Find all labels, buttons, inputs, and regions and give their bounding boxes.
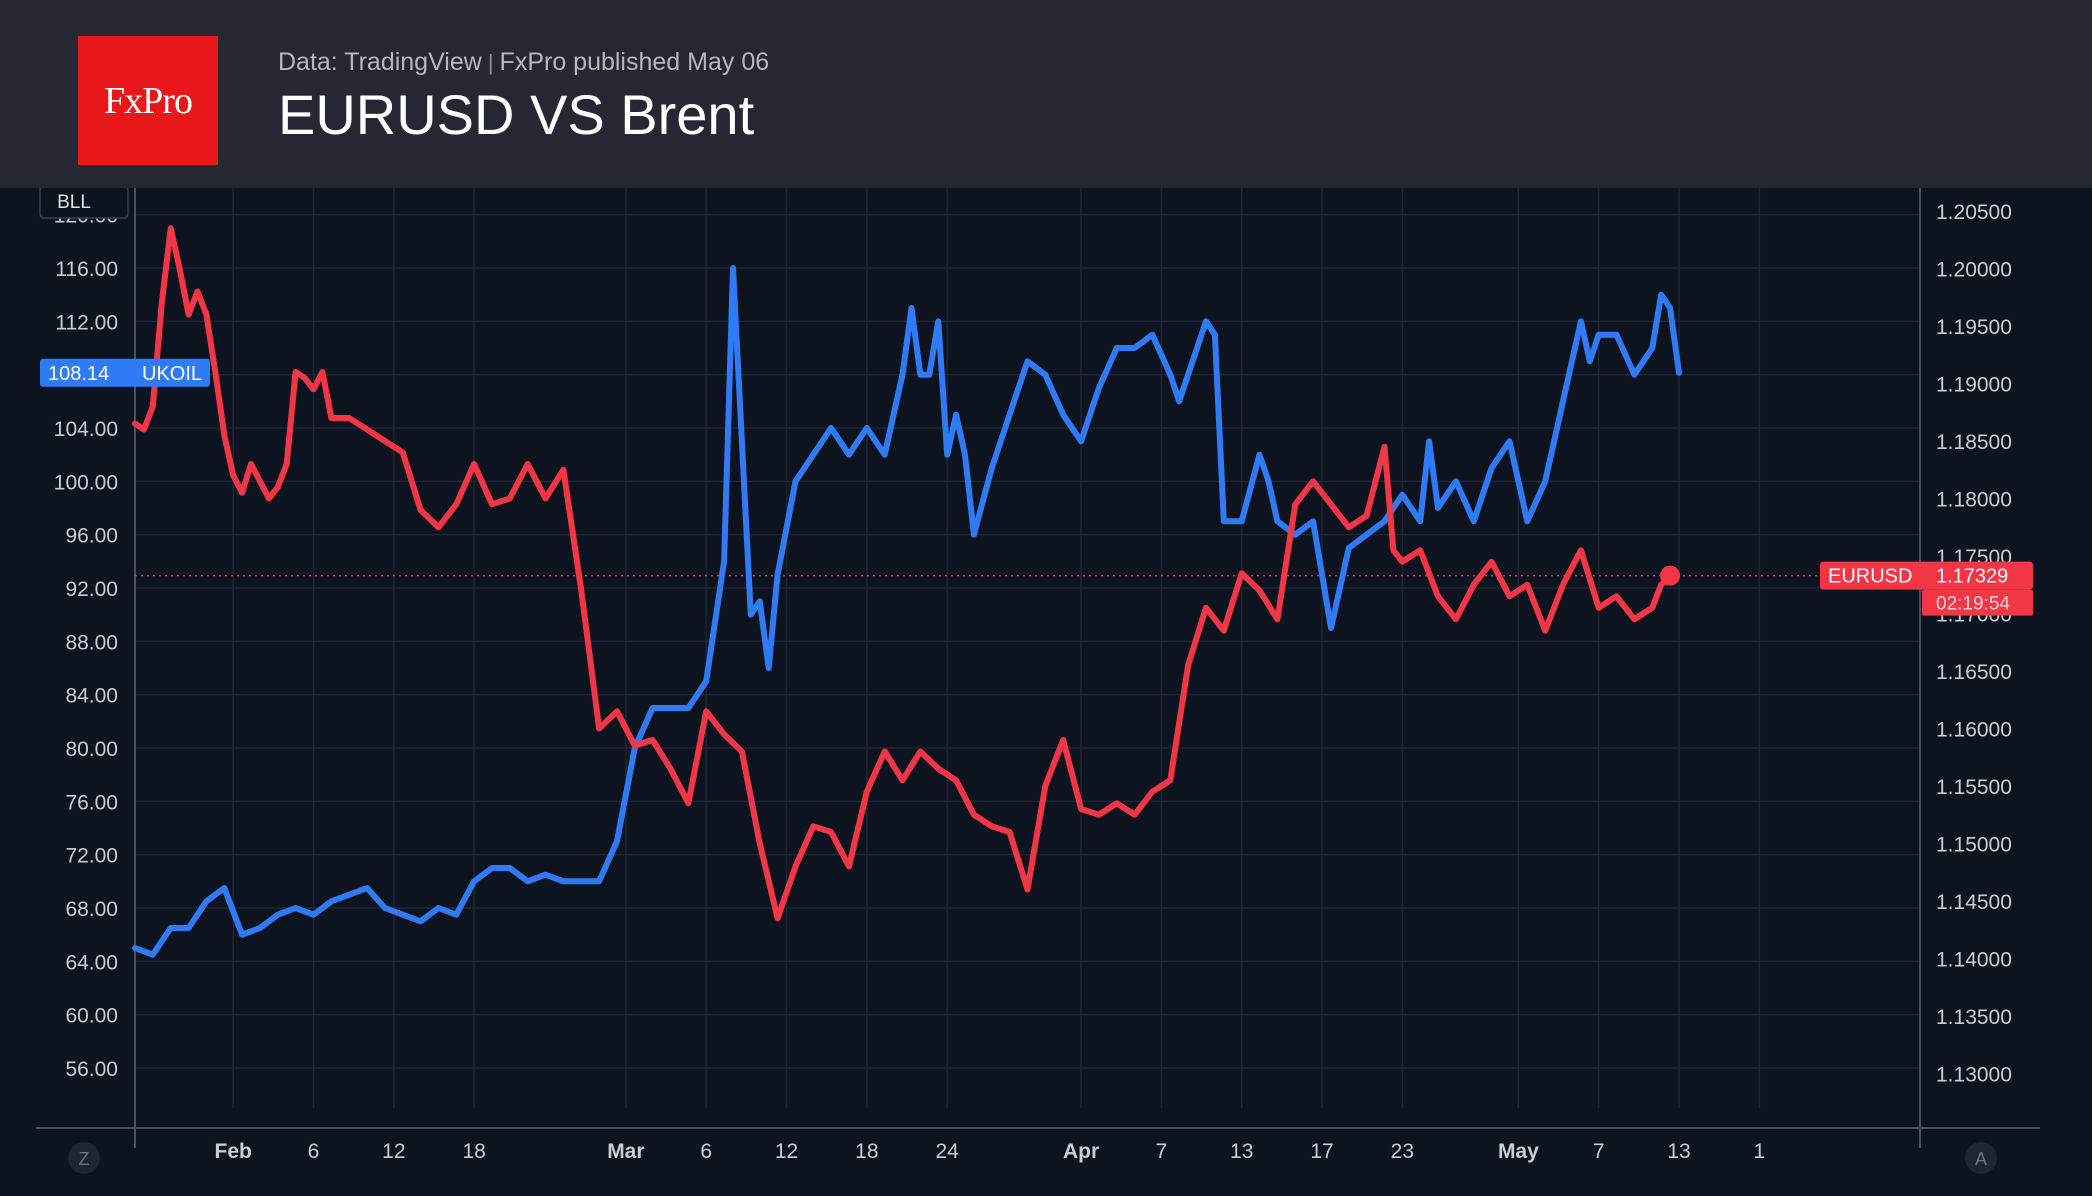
x-tick-label: 13 [1667,1140,1690,1163]
x-tick-label: 6 [700,1140,712,1163]
left-tick-label: 88.00 [65,631,118,654]
auto-scale-left-button[interactable] [68,1142,100,1174]
left-tick-label: 72.00 [65,845,118,868]
series-line-ukoil [132,265,1682,958]
x-tick-label: 12 [382,1140,405,1163]
x-tick-label: 18 [462,1140,485,1163]
x-tick-label: 24 [935,1140,959,1163]
series [132,225,1682,958]
right-tick-label: 1.16500 [1936,661,2012,684]
left-tick-label: 80.00 [65,738,118,761]
chart-svg[interactable]: 120.00116.00112.00108.00104.00100.0096.0… [0,188,2092,1196]
left-tick-label: 64.00 [65,951,118,974]
x-tick-label: 23 [1391,1140,1414,1163]
grid [135,188,1920,1108]
x-tick-label: Apr [1063,1140,1099,1163]
left-tick-label: 100.00 [54,471,118,494]
x-tick-label: 17 [1310,1140,1333,1163]
right-tick-label: 1.15000 [1936,834,2012,857]
publisher-info: FxPro published May 06 [499,48,770,76]
left-tick-label: 92.00 [65,578,118,601]
left-tick-label: 96.00 [65,525,118,548]
left-tick-label: 68.00 [65,898,118,921]
ukoil-price-label [40,358,210,387]
data-source: Data: TradingView [278,48,482,76]
symbol-box[interactable] [39,188,129,219]
left-tick-label: 56.00 [65,1058,118,1081]
chart-title: EURUSD VS Brent [278,83,755,146]
axes: 120.00116.00112.00108.00104.00100.0096.0… [36,188,2040,1174]
left-tick-label: 84.00 [65,685,118,708]
left-tick-label: 112.00 [55,311,118,334]
eurusd-price-label [1820,561,2033,590]
right-tick-label: 1.14000 [1936,949,2012,972]
ukoil-series-name: UKOIL [142,363,202,385]
logo-text: FxPro [104,79,193,122]
eurusd-series-name: EURUSD [1828,566,1912,588]
x-tick-label: 6 [308,1140,320,1163]
right-tick-label: 1.13500 [1936,1006,2012,1029]
x-tick-label: Feb [215,1140,252,1163]
right-tick-label: 1.14500 [1936,891,2012,914]
x-tick-label: 1 [1754,1140,1766,1163]
x-tick-label: Mar [607,1140,644,1163]
right-tick-label: 1.15500 [1936,776,2012,799]
left-tick-label: 104.00 [54,418,118,441]
eurusd-last-point [1660,565,1681,586]
eurusd-price-value: 1.17329 [1936,566,2008,588]
right-tick-label: 1.18000 [1936,489,2012,512]
price-labels: 108.14 UKOIL EURUSD 1.17329 02:19:54 [40,358,2033,616]
right-tick-label: 1.19500 [1936,316,2012,339]
x-tick-label: 18 [855,1140,878,1163]
symbol-box-label: BLL [57,192,91,213]
right-tick-label: 1.18500 [1936,431,2012,454]
x-tick-label: May [1498,1140,1539,1163]
source-line: Data: TradingView | FxPro published May 06 [278,48,769,77]
left-tick-label: 76.00 [65,791,118,814]
left-tick-label: 60.00 [65,1005,118,1028]
left-tick-label: 116.00 [55,258,118,281]
x-tick-label: 7 [1156,1140,1168,1163]
right-tick-label: 1.20500 [1936,201,2012,224]
auto-scale-right-button[interactable] [1965,1142,1997,1174]
right-tick-label: 1.20000 [1936,259,2012,282]
eurusd-countdown: 02:19:54 [1936,594,2010,615]
right-tick-label: 1.13000 [1936,1064,2012,1087]
right-tick-label: 1.16000 [1936,719,2012,742]
chart-area[interactable]: 120.00116.00112.00108.00104.00100.0096.0… [0,188,2092,1196]
series-line-eurusd [132,225,1674,922]
fxpro-logo: FxPro [78,36,218,165]
x-tick-label: 12 [775,1140,798,1163]
header: FxPro Data: TradingView | FxPro published … [0,0,2092,188]
ukoil-price-value: 108.14 [48,363,109,385]
x-tick-label: 7 [1593,1140,1605,1163]
x-tick-label: 13 [1230,1140,1253,1163]
right-corner-label: A [1975,1149,1987,1169]
left-corner-label: Z [79,1149,90,1169]
separator: | [487,50,494,75]
eurusd-countdown-box [1922,589,2033,616]
right-tick-label: 1.19000 [1936,374,2012,397]
